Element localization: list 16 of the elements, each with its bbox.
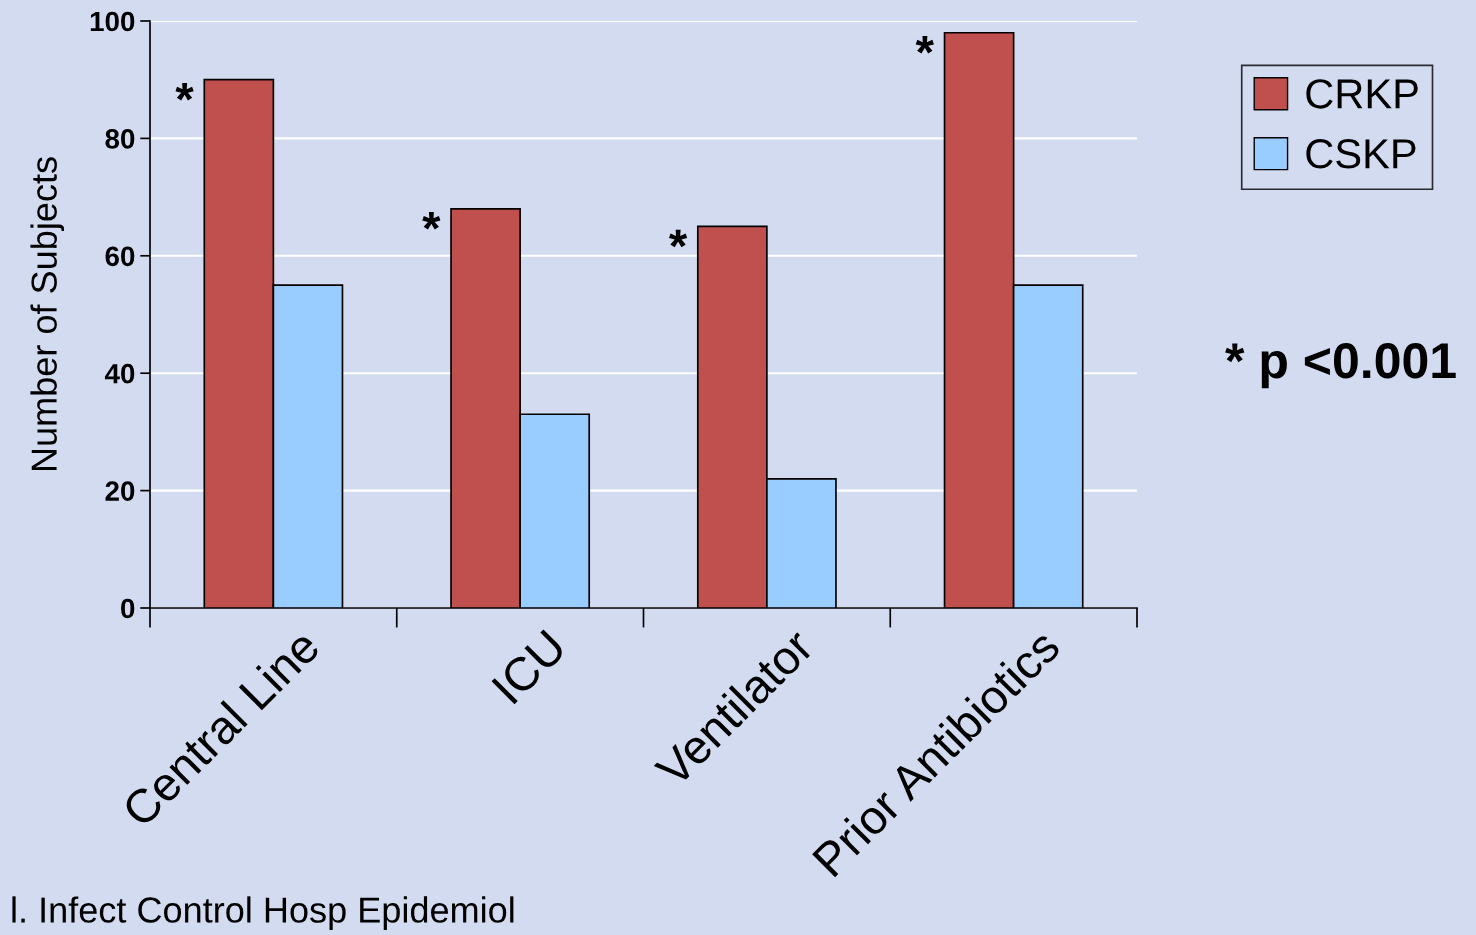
annotation: *	[915, 35, 934, 54]
legend-label: CSKP	[1306, 139, 1416, 169]
y-tick-label: 80	[105, 129, 135, 149]
y-axis-title: Number of Subjects	[30, 157, 65, 471]
y-tick-label: 20	[105, 481, 135, 501]
text: l. Infect Control Hosp Epidemiol	[12, 896, 514, 930]
y-tick-label: 0	[121, 598, 135, 619]
annotation: *	[669, 229, 688, 248]
annotation: *	[422, 212, 441, 230]
annotation: *	[175, 82, 194, 101]
text: * p <0.001	[1225, 343, 1456, 389]
legend-label: CRKP	[1306, 79, 1418, 109]
y-tick-label: 60	[105, 246, 135, 267]
y-tick-label: 40	[104, 363, 135, 384]
y-tick-label: 100	[90, 11, 135, 32]
x-tick-label: ICU	[491, 629, 567, 705]
